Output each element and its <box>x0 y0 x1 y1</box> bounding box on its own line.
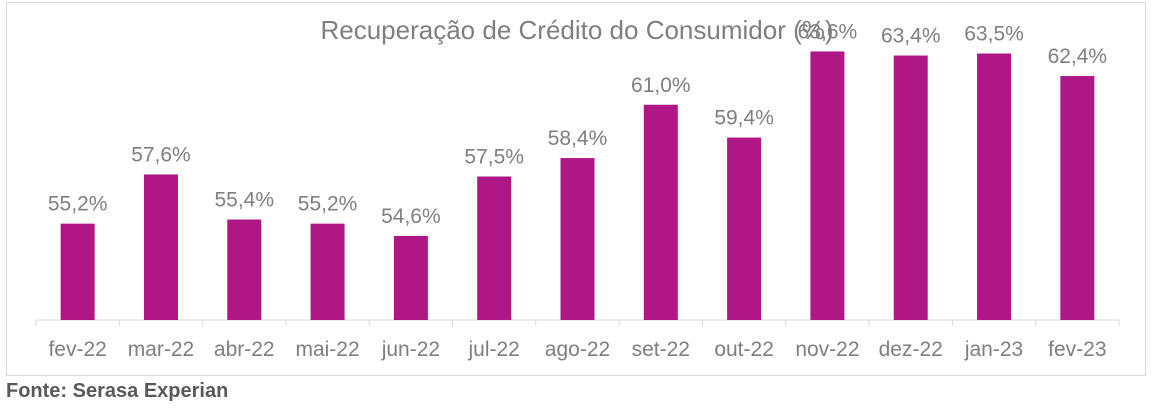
data-label: 57,6% <box>131 143 191 166</box>
bar-ago-22 <box>560 158 595 320</box>
x-tick-label: jul-22 <box>468 338 520 361</box>
bar-mai-22 <box>310 223 345 320</box>
data-label: 55,4% <box>214 189 274 212</box>
data-label: 62,4% <box>1048 45 1108 68</box>
x-tick-label: abr-22 <box>214 338 275 361</box>
data-label: 55,2% <box>48 193 108 216</box>
x-tick-label: dez-22 <box>879 338 943 361</box>
bar-jan-23 <box>977 53 1012 320</box>
bar-chart: 55,2% fev-22 57,6% mar-22 55,4% abr-22 55,2% ma… <box>35 20 1120 361</box>
data-label: 63,6% <box>798 20 858 43</box>
data-label: 63,4% <box>881 25 941 48</box>
data-label: 58,4% <box>548 127 608 150</box>
data-label: 63,5% <box>964 23 1024 46</box>
data-label: 54,6% <box>381 205 441 228</box>
bar-fev-23 <box>1060 76 1095 320</box>
bar-jun-22 <box>393 235 428 320</box>
x-tick-label: jun-22 <box>381 338 440 361</box>
bar-fev-22 <box>60 223 95 320</box>
x-tick-label: jan-23 <box>964 338 1023 361</box>
bar-out-22 <box>727 137 762 320</box>
bar-abr-22 <box>227 219 262 320</box>
x-tick-label: fev-23 <box>1048 338 1106 361</box>
bar-nov-22 <box>810 51 845 320</box>
x-tick-label: set-22 <box>632 338 690 361</box>
bar-jul-22 <box>477 176 512 320</box>
source-note: Fonte: Serasa Experian <box>6 380 229 402</box>
data-label: 55,2% <box>298 193 358 216</box>
x-tick-label: out-22 <box>714 338 774 361</box>
x-tick-label: mar-22 <box>128 338 195 361</box>
data-label: 59,4% <box>714 107 774 130</box>
chart-title: Recuperação de Crédito do Consumidor (%) <box>320 15 834 45</box>
bar-dez-22 <box>893 55 928 321</box>
chart-container: Recuperação de Crédito do Consumidor (%)… <box>6 2 1146 376</box>
bar-mar-22 <box>143 174 178 320</box>
data-label: 57,5% <box>464 146 524 169</box>
x-tick-label: nov-22 <box>795 338 859 361</box>
x-tick-label: fev-22 <box>48 338 106 361</box>
data-label: 61,0% <box>631 74 691 97</box>
bar-set-22 <box>643 104 678 320</box>
x-tick-label: ago-22 <box>545 338 610 361</box>
x-tick-label: mai-22 <box>295 338 359 361</box>
